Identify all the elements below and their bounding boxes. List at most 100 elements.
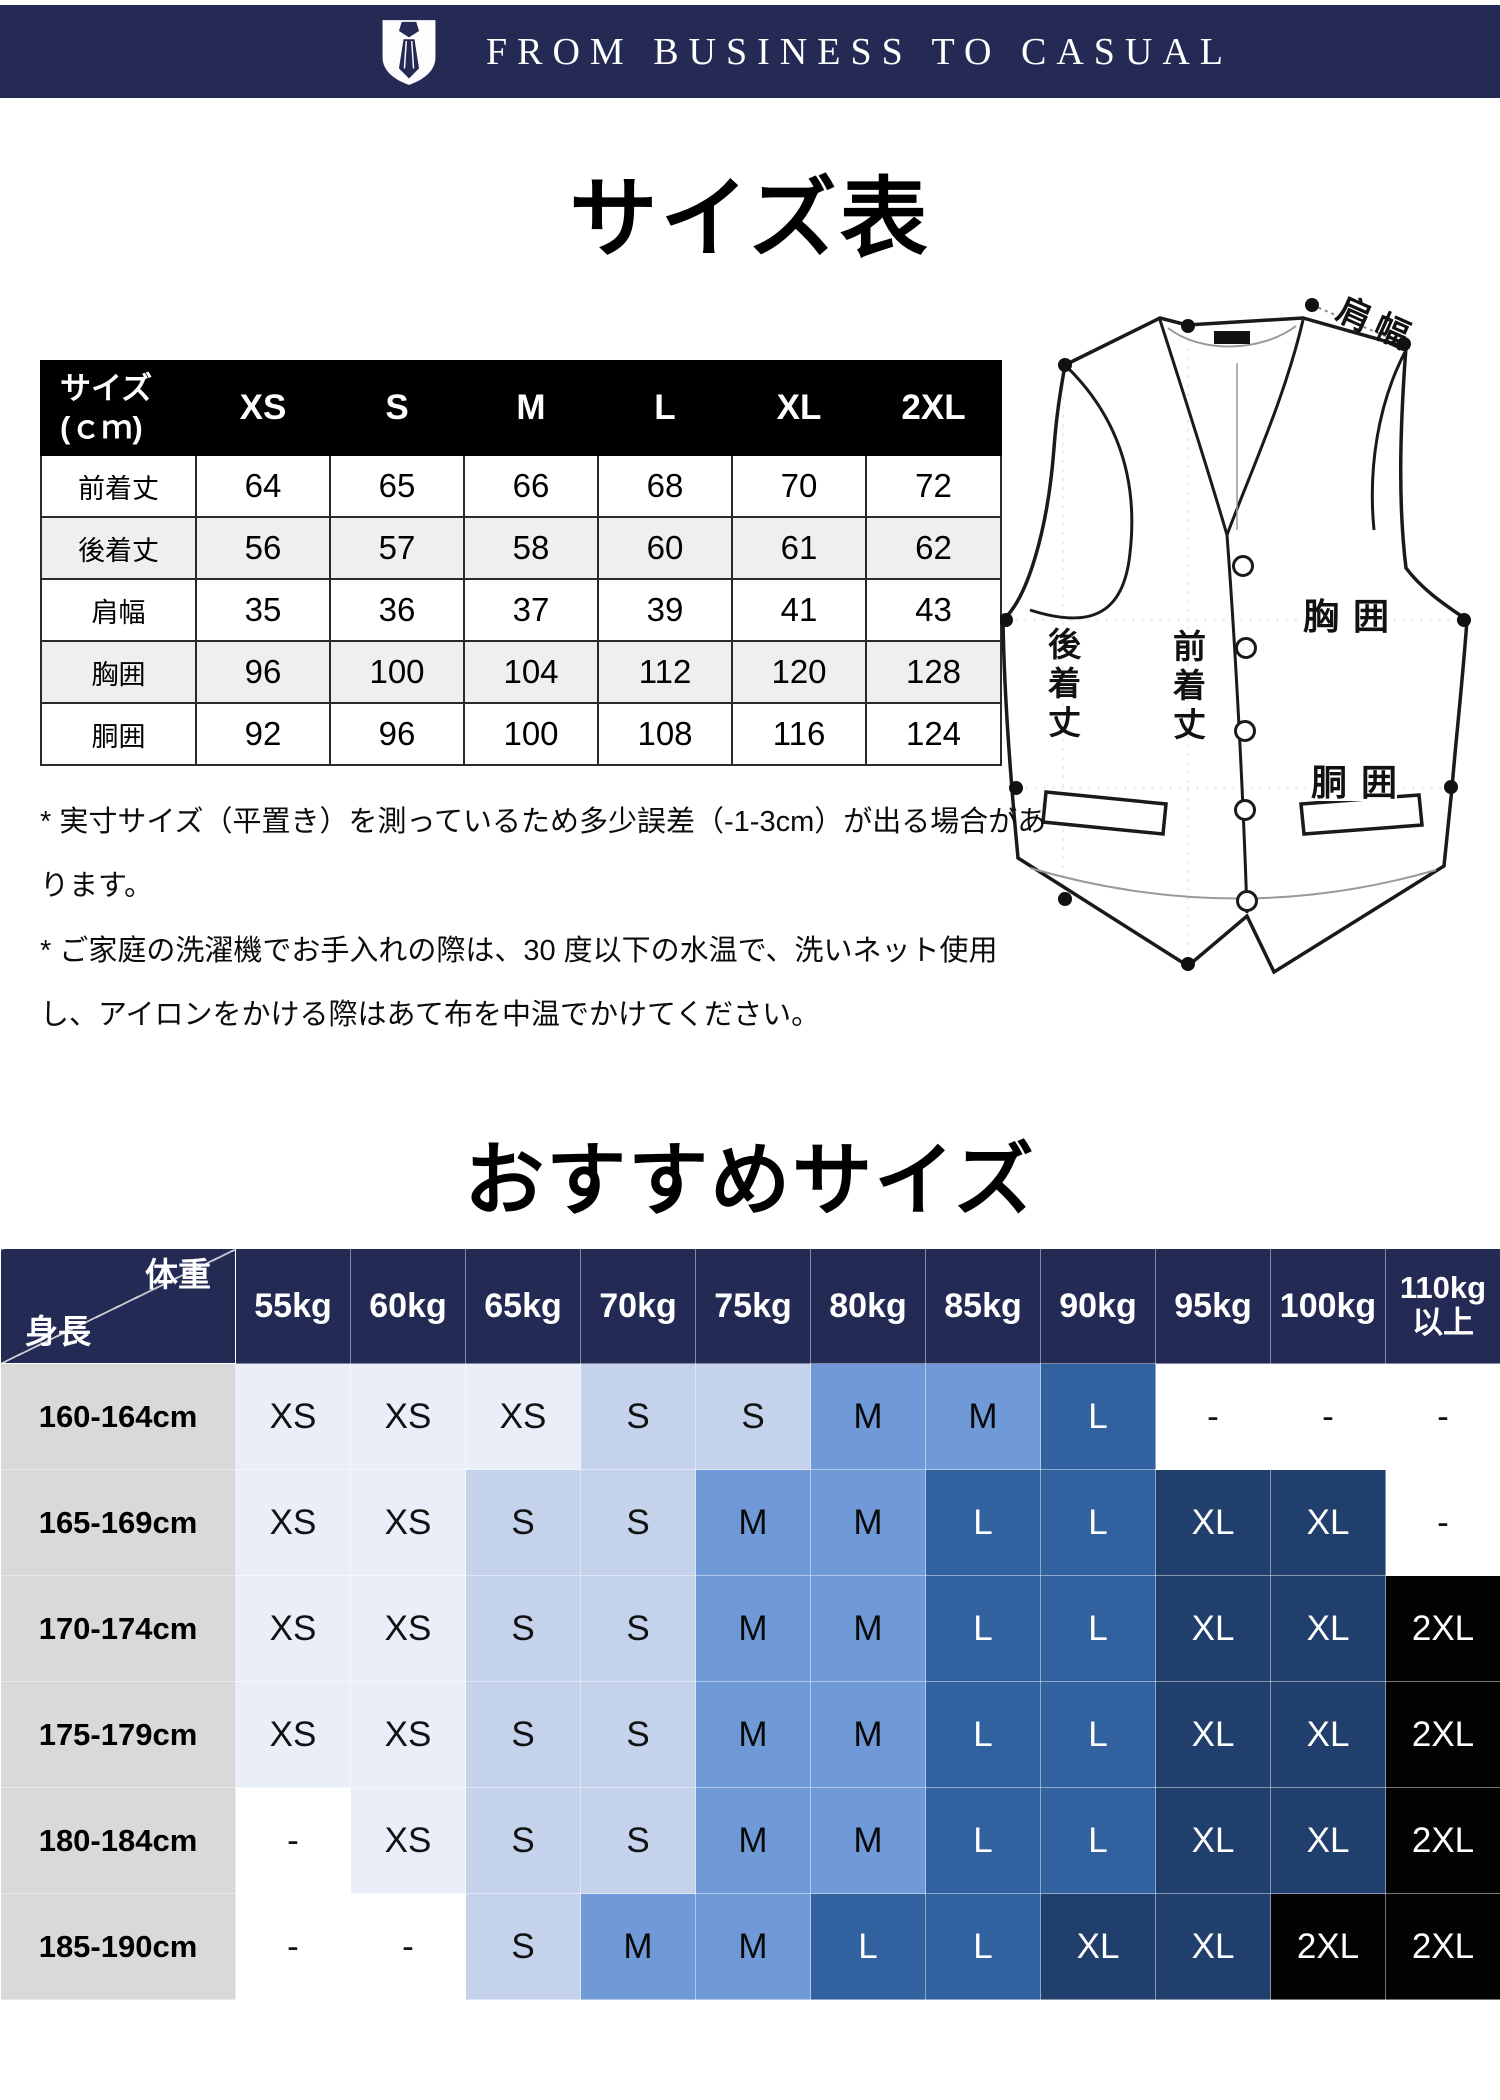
size-cell: M	[695, 1469, 811, 1577]
size-cell: XL	[1270, 1787, 1386, 1895]
measurement-value: 37	[463, 578, 599, 642]
size-cell: L	[925, 1681, 1041, 1789]
measurement-value: 39	[597, 578, 733, 642]
size-cell-empty: -	[235, 1787, 351, 1895]
size-cell-empty: -	[1155, 1363, 1271, 1471]
size-chart-title: サイズ表	[569, 169, 931, 268]
label-chest-bg	[1299, 599, 1387, 635]
measurement-value: 68	[597, 454, 733, 518]
size-cell: XS	[350, 1575, 466, 1683]
measurement-value: 61	[731, 516, 867, 580]
note-washing: * ご家庭の洗濯機でお手入れの際は、30 度以下の水温で、洗いネット使用し、アイ…	[40, 934, 998, 1032]
size-cell: XS	[350, 1469, 466, 1577]
size-unit-line2: (ｃｍ)	[60, 410, 143, 445]
weight-column-header: 65kg	[465, 1247, 581, 1365]
size-cell: S	[580, 1787, 696, 1895]
recommended-header-row: 体重 身長 55kg 60kg 65kg 70kg 75kg 80kg 85kg 90kg 95…	[0, 1247, 1500, 1365]
size-column-header: M	[463, 360, 599, 456]
size-cell: M	[810, 1787, 926, 1895]
measurement-value: 41	[731, 578, 867, 642]
measurement-label: 肩幅	[40, 578, 197, 642]
size-cell: XL	[1155, 1469, 1271, 1577]
vest-pockets	[1041, 790, 1424, 836]
size-cell: S	[465, 1575, 581, 1683]
measurement-value: 72	[865, 454, 1002, 518]
size-cell: XL	[1270, 1575, 1386, 1683]
size-cell: 2XL	[1385, 1787, 1500, 1895]
size-cell: L	[1040, 1787, 1156, 1895]
size-unit-line1: サイズ	[60, 371, 153, 406]
weight-column-header: 60kg	[350, 1247, 466, 1365]
size-cell: S	[465, 1787, 581, 1895]
height-row-header: 175-179cm	[0, 1681, 236, 1789]
measurement-value: 108	[597, 702, 733, 766]
measurement-value: 65	[329, 454, 465, 518]
size-cell-empty: -	[1270, 1363, 1386, 1471]
size-cell: M	[925, 1363, 1041, 1471]
size-cell: L	[1040, 1681, 1156, 1789]
size-cell: XL	[1155, 1787, 1271, 1895]
height-row-header: 165-169cm	[0, 1469, 236, 1577]
size-cell: L	[810, 1893, 926, 2001]
measurement-value: 57	[329, 516, 465, 580]
size-cell: M	[695, 1681, 811, 1789]
measurement-label: 後着丈	[40, 516, 197, 580]
height-row-header: 170-174cm	[0, 1575, 236, 1683]
size-cell: XL	[1270, 1681, 1386, 1789]
size-column-header: XL	[731, 360, 867, 456]
measurement-label: 胸囲	[40, 640, 197, 704]
size-cell-empty: -	[235, 1893, 351, 2001]
size-cell: XS	[465, 1363, 581, 1471]
size-cell: L	[925, 1575, 1041, 1683]
size-cell: S	[580, 1681, 696, 1789]
measurement-label: 前着丈	[40, 454, 197, 518]
size-cell: S	[580, 1575, 696, 1683]
measurement-value: 36	[329, 578, 465, 642]
notes: * 実寸サイズ（平置き）を測っているため多少誤差（-1-3cm）が出る場合があり…	[40, 790, 1050, 1048]
label-waist-bg	[1307, 765, 1397, 801]
measurement-value: 120	[731, 640, 867, 704]
measurement-value: 96	[195, 640, 331, 704]
label-waist: 胴囲	[1311, 762, 1411, 803]
weight-column-header: 110kg 以上	[1385, 1247, 1500, 1365]
size-cell: M	[695, 1787, 811, 1895]
recommended-size-row: 160-164cm XS XS XS S S M M L - - -	[0, 1363, 1500, 1471]
weight-column-header: 75kg	[695, 1247, 811, 1365]
label-back-length: 後着丈	[1048, 626, 1082, 741]
tie-shield-icon	[382, 19, 436, 85]
height-row-header: 160-164cm	[0, 1363, 236, 1471]
size-chart-row: 肩幅 35 36 37 39 41 43	[40, 578, 1002, 642]
measurement-value: 116	[731, 702, 867, 766]
size-cell: XL	[1155, 1681, 1271, 1789]
weight-column-header: 80kg	[810, 1247, 926, 1365]
measurement-dots	[1000, 298, 1471, 971]
measurement-value: 58	[463, 516, 599, 580]
size-cell-empty: -	[350, 1893, 466, 2001]
recommended-size-title: おすすめサイズ	[464, 1136, 1036, 1225]
size-cell: XL	[1155, 1575, 1271, 1683]
size-column-header: S	[329, 360, 465, 456]
measurement-value: 124	[865, 702, 1002, 766]
size-cell: M	[810, 1363, 926, 1471]
size-cell: XL	[1270, 1469, 1386, 1577]
weight-column-header: 90kg	[1040, 1247, 1156, 1365]
size-cell: XS	[235, 1575, 351, 1683]
brand-banner: FROM BUSINESS TO CASUAL	[0, 5, 1500, 98]
size-cell: M	[695, 1893, 811, 2001]
size-cell: M	[810, 1469, 926, 1577]
size-chart-row: 後着丈 56 57 58 60 61 62	[40, 516, 1002, 580]
size-cell: 2XL	[1385, 1893, 1500, 2001]
size-cell: L	[925, 1787, 1041, 1895]
measurement-value: 104	[463, 640, 599, 704]
size-cell: S	[580, 1469, 696, 1577]
vest-back-lines	[1029, 325, 1437, 900]
size-cell: XS	[350, 1363, 466, 1471]
size-cell: XS	[235, 1363, 351, 1471]
size-cell: L	[1040, 1575, 1156, 1683]
size-cell: 2XL	[1385, 1681, 1500, 1789]
size-column-header: 2XL	[865, 360, 1002, 456]
size-column-header: L	[597, 360, 733, 456]
weight-column-header: 70kg	[580, 1247, 696, 1365]
size-cell: L	[925, 1469, 1041, 1577]
collar-tag	[1214, 331, 1250, 344]
